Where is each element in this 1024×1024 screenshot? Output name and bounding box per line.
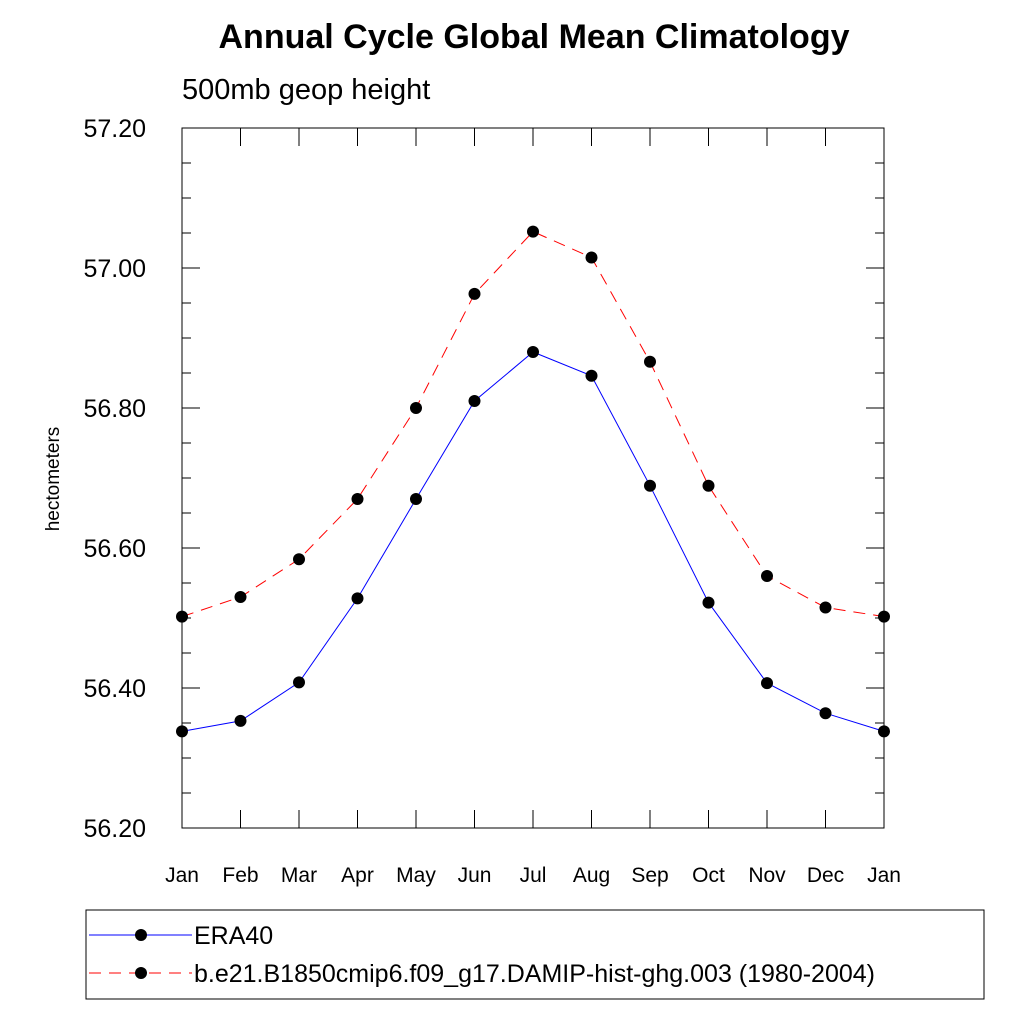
x-tick-label: Sep <box>631 864 668 887</box>
y-minor-ticks <box>182 162 884 794</box>
x-tick-label: Nov <box>748 864 786 887</box>
data-point-model <box>527 225 539 238</box>
y-tick-label: 56.20 <box>83 815 146 843</box>
data-point-era40 <box>761 677 773 690</box>
x-tick-label: Feb <box>222 864 258 887</box>
data-point-era40 <box>176 725 188 738</box>
series-lines <box>181 230 885 732</box>
x-tick-label: Dec <box>807 864 844 887</box>
data-point-era40 <box>468 395 481 407</box>
data-point-era40 <box>293 676 305 689</box>
data-point-model <box>468 287 481 300</box>
legend-marker-era40 <box>135 929 147 941</box>
chart-subtitle: 500mb geop height <box>182 74 430 106</box>
data-point-model <box>702 479 715 492</box>
data-point-model <box>176 610 188 623</box>
x-tick-label: Mar <box>281 864 317 887</box>
y-tick-label: 56.80 <box>83 395 146 423</box>
data-point-model <box>351 493 364 505</box>
data-point-model <box>878 610 890 623</box>
chart-title: Annual Cycle Global Mean Climatology <box>219 18 850 56</box>
series-line-era40 <box>181 351 885 732</box>
data-point-model <box>761 570 773 582</box>
data-point-era40 <box>351 592 364 605</box>
x-tick-labels: Jan Feb Mar Apr May Jun Jul Aug Sep Oct Nov Dec Jan <box>165 864 901 887</box>
y-tick-label: 57.20 <box>83 115 146 143</box>
x-ticks <box>181 128 885 828</box>
data-point-era40 <box>234 714 247 727</box>
y-major-ticks <box>182 127 884 829</box>
legend-label-model: b.e21.B1850cmip6.f09_g17.DAMIP-hist-ghg.… <box>194 960 875 988</box>
legend-box <box>85 909 985 1000</box>
data-point-model <box>410 402 422 414</box>
data-point-model <box>293 553 305 566</box>
series-line-model <box>181 230 885 618</box>
x-tick-label: Apr <box>341 864 374 887</box>
data-point-model <box>819 601 832 614</box>
x-tick-label: Jul <box>520 864 547 887</box>
series-points <box>176 225 890 738</box>
data-point-model <box>234 591 247 603</box>
x-tick-label: Jan <box>867 864 901 887</box>
data-point-era40 <box>878 725 890 738</box>
legend: ERA40 b.e21.B1850cmip6.f09_g17.DAMIP-his… <box>85 909 985 1000</box>
data-point-era40 <box>702 596 715 609</box>
data-point-era40 <box>585 369 598 382</box>
legend-marker-model <box>135 967 147 979</box>
data-point-era40 <box>819 707 832 720</box>
x-tick-label: May <box>396 864 436 887</box>
data-point-model <box>644 355 656 368</box>
legend-label-era40: ERA40 <box>194 922 273 950</box>
y-tick-labels: 56.20 56.40 56.60 56.80 57.00 57.20 <box>83 115 146 843</box>
x-tick-label: Jan <box>165 864 199 887</box>
x-tick-label: Oct <box>692 864 725 887</box>
data-point-era40 <box>644 479 656 492</box>
data-point-model <box>585 251 598 264</box>
x-tick-label: Jun <box>458 864 492 887</box>
data-point-era40 <box>410 493 422 505</box>
y-tick-label: 56.40 <box>83 675 146 703</box>
x-tick-label: Aug <box>573 864 610 887</box>
y-tick-label: 57.00 <box>83 255 146 283</box>
data-point-era40 <box>527 346 539 358</box>
y-axis-label: hectometers <box>43 427 64 532</box>
y-tick-label: 56.60 <box>83 535 146 563</box>
